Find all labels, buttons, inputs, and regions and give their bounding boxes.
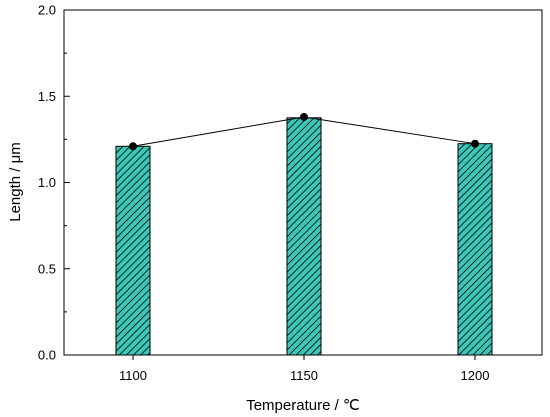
series-point-1150 (300, 112, 308, 121)
y-tick-label: 0.0 (38, 348, 56, 363)
series-point-1200 (471, 139, 479, 148)
x-tick-label: 1100 (119, 368, 147, 383)
bar-1150 (286, 117, 322, 356)
y-tick-label: 2.0 (38, 3, 56, 18)
bar-1100 (115, 145, 151, 356)
x-tick-label: 1150 (290, 368, 318, 383)
trend-line (129, 112, 479, 151)
bar-1200 (457, 143, 493, 356)
series-point-1100 (129, 142, 137, 151)
y-axis-title: Length / μm (7, 142, 24, 222)
y-axis: 0.0 0.5 1.0 1.5 2.0 (38, 3, 70, 363)
bars (115, 117, 493, 356)
x-tick-label: 1200 (461, 368, 490, 383)
x-axis: 1100 1150 1200 (119, 355, 489, 383)
x-axis-title: Temperature / ℃ (246, 397, 360, 414)
y-tick-label: 1.0 (38, 175, 56, 190)
y-tick-label: 0.5 (38, 261, 56, 276)
y-tick-label: 1.5 (38, 89, 56, 104)
